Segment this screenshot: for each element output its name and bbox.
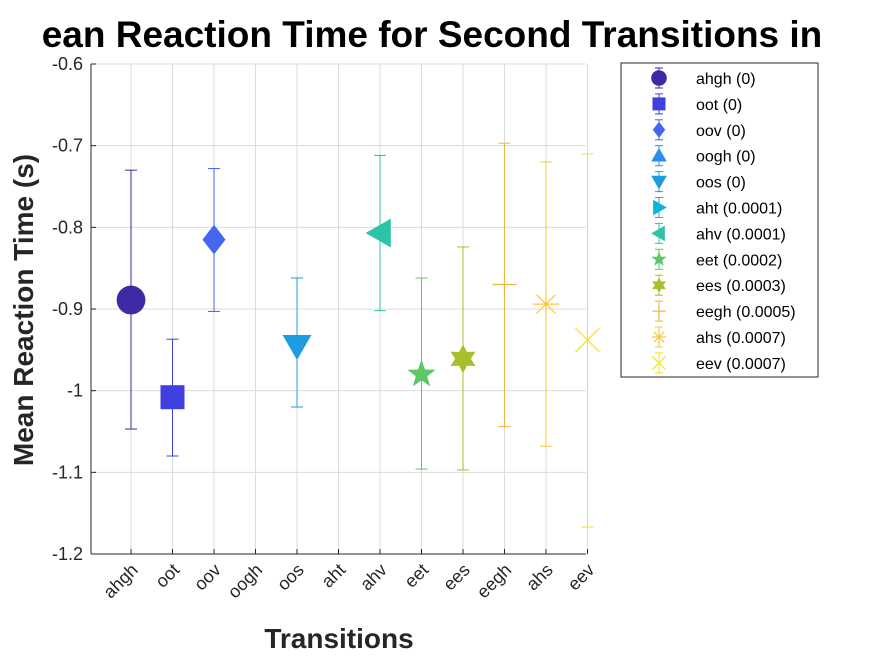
legend-marker <box>652 277 666 293</box>
legend-label: ahgh (0) <box>696 71 756 88</box>
x-tick-label: ahgh <box>99 560 141 602</box>
x-tick-label: oos <box>273 560 308 595</box>
legend-marker <box>652 121 666 138</box>
data-point <box>575 327 600 353</box>
x-tick-label: eet <box>400 560 432 592</box>
y-tick-label: -1.2 <box>52 544 83 564</box>
series-ahs <box>532 161 560 447</box>
data-point <box>450 344 476 374</box>
legend-label: oov (0) <box>696 123 746 140</box>
legend-entry: oogh (0) <box>651 145 756 167</box>
legend-entry: eet (0.0002) <box>651 248 782 270</box>
y-axis-label: Mean Reaction Time (s) <box>8 154 39 466</box>
legend-label: eet (0.0002) <box>696 252 782 269</box>
data-point <box>202 224 226 255</box>
series-ees <box>450 246 476 471</box>
x-tick-label: eev <box>564 560 599 595</box>
legend-marker <box>652 97 666 111</box>
series-eev <box>575 153 600 528</box>
legend-label: oos (0) <box>696 175 746 192</box>
y-tick-label: -0.9 <box>52 299 83 319</box>
series-ahgh <box>116 169 146 430</box>
legend-entry: eegh (0.0005) <box>652 300 796 322</box>
legend-label: ees (0.0003) <box>696 278 786 295</box>
series-eet <box>407 277 436 470</box>
legend-entry: eev (0.0007) <box>652 352 786 374</box>
legend-entry: ahgh (0) <box>651 67 756 89</box>
series-oov <box>202 168 226 312</box>
y-tick-label: -0.7 <box>52 136 83 156</box>
series-ahv <box>365 154 391 312</box>
legend-label: ahv (0.0001) <box>696 226 786 243</box>
data-marks <box>116 142 600 528</box>
chart-title: ean Reaction Time for Second Transitions… <box>42 14 823 55</box>
y-tick-labels: -0.6 -0.7 -0.8 -0.9 -1 -1.1 -1.2 <box>52 54 83 564</box>
legend-marker <box>651 329 667 345</box>
axes <box>90 63 588 555</box>
data-point <box>532 290 560 318</box>
x-tick-labels: ahgh oot oov oogh oos aht ahv eet ees eegh ahs eev <box>99 560 598 602</box>
legend-entry: oos (0) <box>651 171 746 193</box>
legend-marker <box>652 304 666 318</box>
data-point <box>116 285 146 315</box>
legend-marker <box>651 175 667 190</box>
x-tick-label: oot <box>151 560 183 592</box>
legend-marker <box>652 355 666 370</box>
legend-entry: oot (0) <box>652 93 742 115</box>
legend-entry: ees (0.0003) <box>652 274 786 296</box>
y-tick-label: -0.8 <box>52 217 83 237</box>
data-point <box>492 272 517 297</box>
legend-marker <box>653 199 667 216</box>
x-tick-label: ahv <box>356 560 391 595</box>
data-point <box>282 334 312 361</box>
legend-label: ahs (0.0007) <box>696 330 786 347</box>
legend-entry: aht (0.0001) <box>653 197 782 218</box>
x-tick-label: oogh <box>224 560 266 602</box>
series-oos <box>282 277 312 408</box>
x-tick-label: oov <box>190 560 225 595</box>
x-axis-label: Transitions <box>264 623 413 654</box>
series-oot <box>160 338 185 457</box>
legend-entry: ahs (0.0007) <box>651 326 786 348</box>
legend-box <box>620 62 819 378</box>
legend-marker <box>651 251 667 266</box>
legend-label: aht (0.0001) <box>696 201 782 218</box>
data-point <box>407 359 436 387</box>
legend-marker <box>651 70 667 86</box>
legend: ahgh (0) oot (0) oov (0) oogh (0) oos (0) aht… <box>620 62 819 378</box>
x-tick-label: ees <box>439 560 474 595</box>
series-eegh <box>492 142 517 428</box>
legend-marker <box>651 225 665 242</box>
x-tick-label: aht <box>317 560 349 592</box>
legend-label: oogh (0) <box>696 149 756 166</box>
y-tick-label: -1.1 <box>52 462 83 482</box>
legend-marker <box>651 147 667 162</box>
legend-entry: oov (0) <box>652 119 746 141</box>
x-tick-label: eegh <box>473 560 515 602</box>
legend-entry: ahv (0.0001) <box>651 222 786 244</box>
legend-label: eev (0.0007) <box>696 356 786 373</box>
data-point <box>365 218 391 248</box>
data-point <box>160 385 185 410</box>
legend-label: eegh (0.0005) <box>696 304 796 321</box>
y-tick-label: -1 <box>67 381 83 401</box>
x-tick-label: ahs <box>522 560 557 595</box>
y-tick-label: -0.6 <box>52 54 83 74</box>
legend-label: oot (0) <box>696 97 742 114</box>
